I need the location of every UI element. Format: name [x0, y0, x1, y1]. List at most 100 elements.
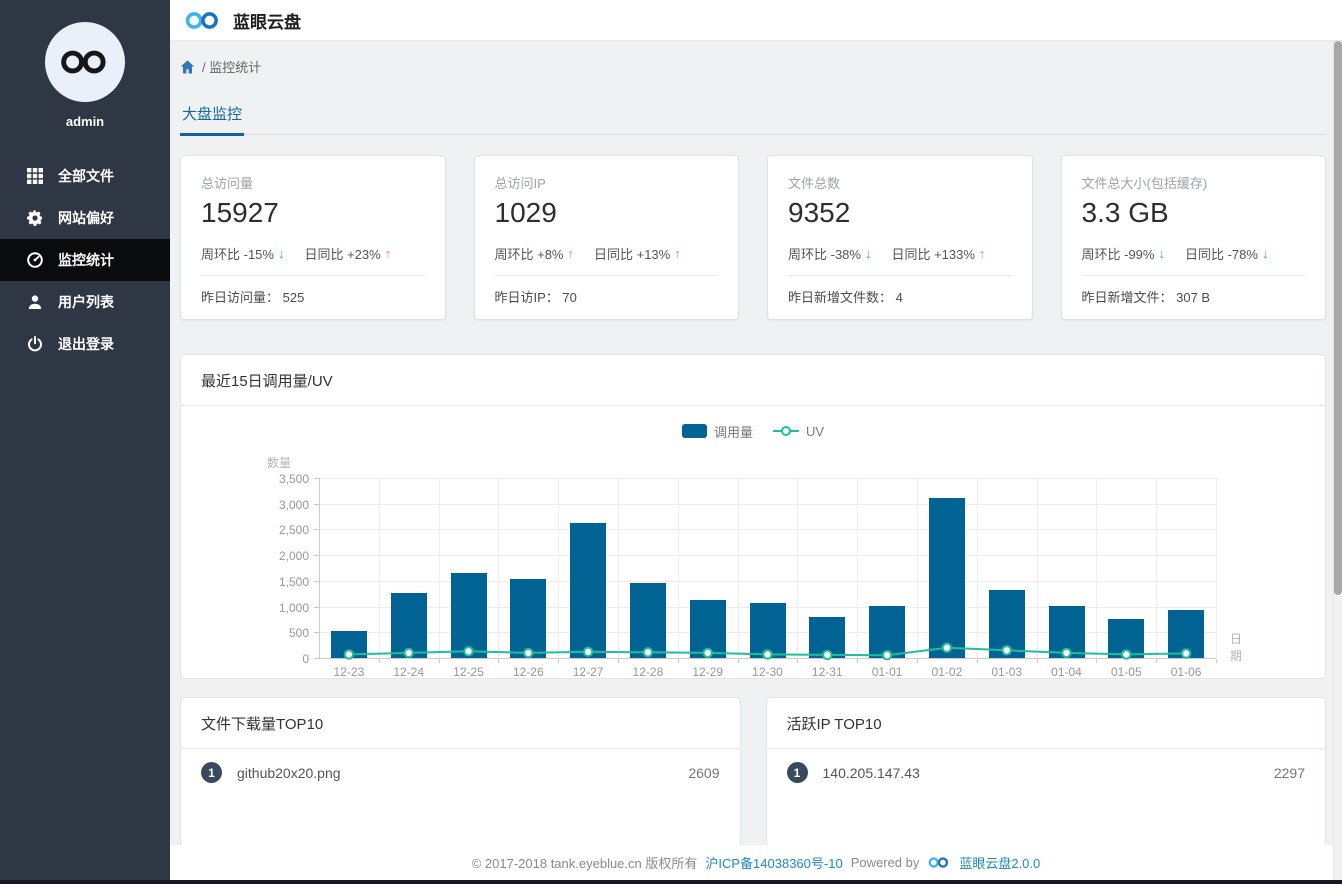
main-area: 蓝眼云盘 / 监控统计 大盘监控 总访问量 15927 周环比 -15% ↓ 日同比 +…	[170, 0, 1342, 884]
grid-icon	[27, 168, 43, 184]
scrollbar-track[interactable]	[1333, 41, 1342, 884]
y-tick-label: 2,500	[278, 523, 309, 538]
avatar[interactable]	[45, 22, 125, 102]
list-panel-title: 活跃IP TOP10	[766, 698, 1325, 749]
gridline-h	[319, 580, 1216, 582]
stat-footnote: 昨日访问量： 525	[201, 290, 305, 305]
sidebar-item-3[interactable]: 用户列表	[0, 281, 170, 323]
legend-item-UV[interactable]: UV	[772, 424, 824, 439]
uv-point-01-05	[1121, 649, 1132, 660]
footer-product-link[interactable]: 蓝眼云盘2.0.0	[959, 856, 1041, 871]
bar-12-30	[749, 602, 786, 658]
legend-line-swatch	[772, 424, 799, 438]
y-tick-label: 2,000	[278, 549, 309, 564]
sidebar-item-2[interactable]: 监控统计	[0, 239, 170, 281]
home-icon[interactable]	[180, 59, 195, 74]
y-axis-name: 数量	[267, 456, 292, 470]
bar-12-26	[510, 579, 547, 658]
x-tick-label: 12-28	[632, 665, 664, 679]
top-header: 蓝眼云盘	[170, 0, 1342, 41]
stat-card-3: 文件总大小(包括缓存) 3.3 GB 周环比 -99% ↓ 日同比 -78% ↓ 昨日新增文…	[1060, 155, 1326, 320]
y-tick-label: 500	[288, 626, 309, 641]
x-tick	[797, 659, 799, 663]
stat-footnote: 昨日访IP： 70	[494, 290, 577, 305]
y-tick-label: 1,500	[278, 574, 309, 589]
gear-icon	[27, 210, 43, 226]
x-tick	[737, 659, 739, 663]
y-tick	[314, 606, 319, 608]
chart-area: 调用量 UV 0 500 1,000 1,500 2,000 2,500 3,000 3,500…	[181, 406, 1325, 680]
legend-item-调用量[interactable]: 调用量	[681, 422, 753, 441]
arrow-down-icon: ↓	[864, 246, 872, 261]
x-tick	[677, 659, 679, 663]
stat-footnote: 昨日新增文件： 307 B	[1081, 290, 1211, 305]
stat-card-2: 文件总数 9352 周环比 -38% ↓ 日同比 +133% ↑ 昨日新增文件数： 4	[767, 155, 1033, 320]
chart-plot: 0 500 1,000 1,500 2,000 2,500 3,000 3,500 12-23 1…	[267, 456, 1242, 679]
sidebar-menu: 全部文件网站偏好监控统计 用户列表 退出登录	[0, 155, 170, 365]
footer-logo-icon	[927, 856, 951, 869]
week-trend: 周环比 +8% ↑	[495, 244, 575, 263]
uv-point-01-01	[881, 650, 893, 661]
tab-dashboard-monitor[interactable]: 大盘监控	[180, 103, 245, 136]
tab-bar: 大盘监控	[180, 103, 1326, 136]
arrow-up-icon: ↑	[978, 246, 986, 261]
gridline-h	[319, 503, 1216, 505]
list-item-value: 2609	[688, 764, 720, 781]
gridline-h	[319, 478, 1216, 479]
week-trend: 周环比 -15% ↓	[201, 244, 284, 263]
list-item: 1 github20x20.png 2609	[181, 749, 740, 796]
x-tick-label: 01-06	[1170, 665, 1202, 679]
chart-legend: 调用量 UV	[181, 420, 1325, 442]
week-trend-label: 周环比 -99%	[1081, 247, 1155, 262]
y-tick-label: 3,500	[278, 472, 309, 486]
uv-point-12-27	[582, 646, 594, 658]
gridline-h	[319, 529, 1216, 531]
x-tick	[618, 659, 619, 663]
bar-01-01	[869, 605, 906, 658]
bar-12-25	[450, 573, 487, 658]
gridline-v	[558, 478, 560, 658]
avatar-wrap: admin	[0, 0, 170, 129]
sidebar-item-4[interactable]: 退出登录	[0, 323, 170, 365]
x-tick	[1216, 659, 1217, 663]
chart-panel: 最近15日调用量/UV 调用量 UV 0 500 1,000 1,500 2,000 2,5…	[180, 354, 1326, 679]
stat-value: 15927	[201, 197, 279, 228]
day-trend-label: 日同比 +133%	[891, 247, 975, 262]
arrow-up-icon: ↑	[674, 246, 681, 261]
x-tick	[498, 659, 500, 663]
legend-bar-swatch	[681, 424, 707, 438]
stat-trends: 周环比 -99% ↓ 日同比 -78% ↓	[1082, 244, 1306, 263]
y-tick	[314, 478, 319, 479]
week-trend-label: 周环比 -15%	[201, 247, 274, 262]
gridline-v	[378, 478, 380, 658]
x-tick-label: 12-29	[692, 665, 724, 679]
y-tick	[314, 529, 319, 531]
x-tick	[378, 659, 380, 663]
x-tick-label: 12-27	[572, 665, 604, 679]
gridline-v	[797, 478, 799, 658]
stat-label: 文件总数	[788, 176, 841, 191]
card-divider	[201, 275, 425, 276]
brand-logo-icon[interactable]	[183, 10, 223, 31]
arrow-up-icon: ↑	[567, 246, 575, 261]
footer-icp-link[interactable]: 沪ICP备14038360号-10	[705, 856, 843, 871]
arrow-down-icon: ↓	[1158, 246, 1165, 261]
gridline-v	[917, 478, 918, 658]
x-tick-label: 12-31	[811, 665, 843, 679]
x-axis-name: 日期	[1230, 632, 1243, 663]
chart-panel-title: 最近15日调用量/UV	[181, 355, 1325, 406]
sidebar-item-1[interactable]: 网站偏好	[0, 197, 170, 239]
uv-point-12-30	[762, 649, 773, 660]
y-tick	[314, 503, 319, 505]
week-trend-label: 周环比 -38%	[788, 247, 861, 262]
footer-powered-by: Powered by	[850, 855, 920, 870]
sidebar-item-label: 网站偏好	[58, 210, 114, 226]
stat-card-0: 总访问量 15927 周环比 -15% ↓ 日同比 +23% ↑ 昨日访问量： 525	[180, 155, 446, 320]
uv-point-12-28	[642, 647, 654, 658]
sidebar-item-0[interactable]: 全部文件	[0, 155, 170, 197]
scrollbar-thumb[interactable]	[1334, 41, 1342, 595]
stat-cards-row: 总访问量 15927 周环比 -15% ↓ 日同比 +23% ↑ 昨日访问量： 525 总访问…	[180, 155, 1326, 320]
legend-label: 调用量	[713, 424, 753, 440]
uv-point-12-26	[523, 647, 534, 659]
